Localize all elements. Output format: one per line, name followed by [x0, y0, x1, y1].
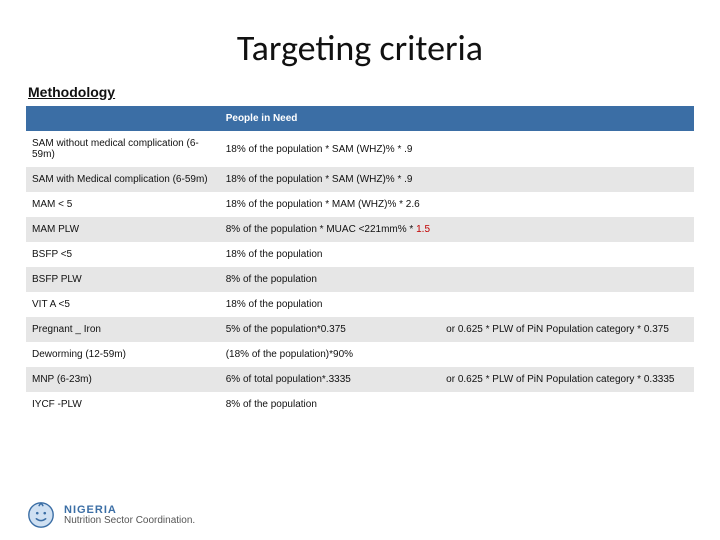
cell-pin: 18% of the population * SAM (WHZ)% * .9: [220, 167, 440, 192]
cell-pin: (18% of the population)*90%: [220, 342, 440, 367]
cell-method: BSFP <5: [26, 242, 220, 267]
cell-method: MAM < 5: [26, 192, 220, 217]
slide: Targeting criteria Methodology People in…: [0, 0, 720, 540]
cell-method: BSFP PLW: [26, 267, 220, 292]
cell-note: [440, 292, 694, 317]
cell-note: [440, 131, 694, 167]
table-row: MNP (6-23m) 6% of total population*.3335…: [26, 367, 694, 392]
cell-note: [440, 267, 694, 292]
col-method: [26, 106, 220, 131]
cell-note: [440, 167, 694, 192]
cell-pin-text: 8% of the population * MUAC <221mm% *: [226, 224, 416, 235]
table-row: SAM without medical complication (6-59m)…: [26, 131, 694, 167]
cell-pin: 18% of the population * SAM (WHZ)% * .9: [220, 131, 440, 167]
red-factor: 1.5: [416, 224, 430, 235]
col-people-in-need: People in Need: [220, 106, 440, 131]
table-row: BSFP <5 18% of the population: [26, 242, 694, 267]
footer-logo: NIGERIA Nutrition Sector Coordination.: [26, 500, 195, 530]
cell-pin: 6% of total population*.3335: [220, 367, 440, 392]
table-row: Pregnant _ Iron 5% of the population*0.3…: [26, 317, 694, 342]
cell-method: SAM with Medical complication (6-59m): [26, 167, 220, 192]
cell-pin: 18% of the population: [220, 292, 440, 317]
cell-note: [440, 242, 694, 267]
logo-line2: Nutrition Sector Coordination.: [64, 516, 195, 526]
cell-pin: 18% of the population * MAM (WHZ)% * 2.6: [220, 192, 440, 217]
cell-pin: 8% of the population * MUAC <221mm% * 1.…: [220, 217, 440, 242]
page-title: Targeting criteria: [26, 26, 694, 70]
cell-method: MNP (6-23m): [26, 367, 220, 392]
cell-note: [440, 392, 694, 417]
cell-method: Deworming (12-59m): [26, 342, 220, 367]
table-row: BSFP PLW 8% of the population: [26, 267, 694, 292]
cell-note: or 0.625 * PLW of PiN Population categor…: [440, 367, 694, 392]
cell-method: MAM PLW: [26, 217, 220, 242]
cell-pin: 5% of the population*0.375: [220, 317, 440, 342]
cell-pin: 8% of the population: [220, 392, 440, 417]
cell-note: [440, 342, 694, 367]
table-row: IYCF -PLW 8% of the population: [26, 392, 694, 417]
subtitle-methodology: Methodology: [28, 84, 694, 100]
baby-icon: [26, 500, 56, 530]
cell-pin: 8% of the population: [220, 267, 440, 292]
table-row: MAM < 5 18% of the population * MAM (WHZ…: [26, 192, 694, 217]
cell-note: [440, 217, 694, 242]
logo-text: NIGERIA Nutrition Sector Coordination.: [64, 505, 195, 526]
table-row: MAM PLW 8% of the population * MUAC <221…: [26, 217, 694, 242]
cell-note: or 0.625 * PLW of PiN Population categor…: [440, 317, 694, 342]
logo-line1: NIGERIA: [64, 505, 195, 516]
cell-method: VIT A <5: [26, 292, 220, 317]
col-note: [440, 106, 694, 131]
cell-note: [440, 192, 694, 217]
table-row: Deworming (12-59m) (18% of the populatio…: [26, 342, 694, 367]
criteria-table: People in Need SAM without medical compl…: [26, 106, 694, 417]
cell-pin: 18% of the population: [220, 242, 440, 267]
cell-method: Pregnant _ Iron: [26, 317, 220, 342]
cell-method: SAM without medical complication (6-59m): [26, 131, 220, 167]
table-header-row: People in Need: [26, 106, 694, 131]
cell-method: IYCF -PLW: [26, 392, 220, 417]
table-row: VIT A <5 18% of the population: [26, 292, 694, 317]
table-row: SAM with Medical complication (6-59m) 18…: [26, 167, 694, 192]
